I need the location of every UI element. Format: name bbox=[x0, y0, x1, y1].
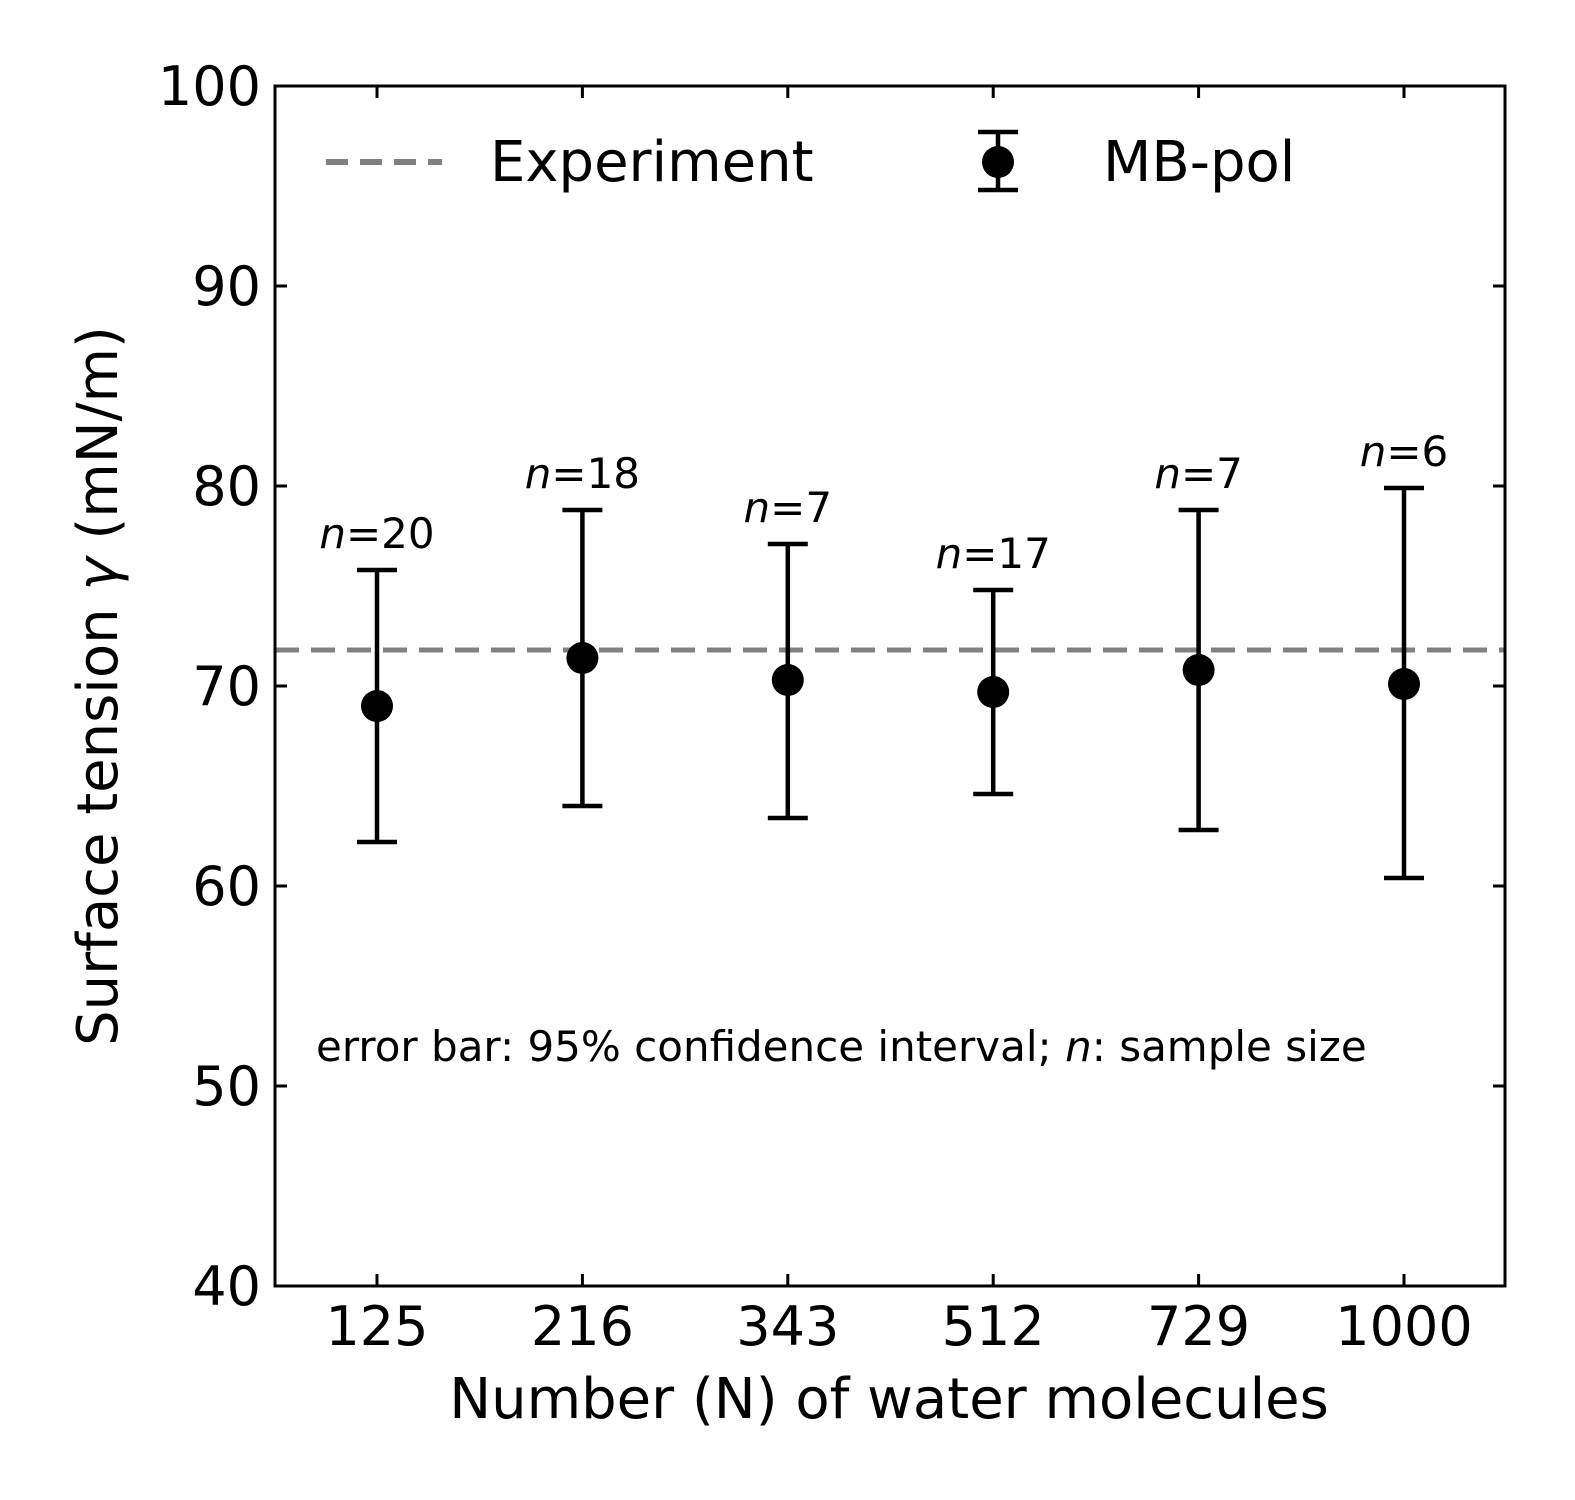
plot-frame bbox=[273, 84, 1507, 1288]
y-tick-label: 80 bbox=[192, 455, 261, 518]
annotation-var: n bbox=[1065, 1022, 1092, 1071]
sample-size-var: n bbox=[525, 449, 552, 498]
y-axis-label-prefix: Surface tension bbox=[66, 591, 131, 1046]
data-point bbox=[1388, 668, 1420, 700]
annotation-part2: : sample size bbox=[1092, 1022, 1367, 1071]
sample-size-var: n bbox=[319, 509, 346, 558]
data-point bbox=[771, 664, 804, 696]
sample-size-label: n=7 bbox=[744, 483, 833, 532]
sample-size-label: n=6 bbox=[1360, 427, 1449, 476]
y-tick-label: 90 bbox=[192, 255, 261, 318]
annotation-part1: error bar: 95% confidence interval; bbox=[316, 1022, 1065, 1071]
sample-size-value: =20 bbox=[346, 509, 435, 558]
legend-experiment-label: Experiment bbox=[490, 130, 814, 195]
sample-size-value: =7 bbox=[770, 483, 832, 532]
x-tick-label: 343 bbox=[736, 1295, 839, 1358]
sample-size-value: =7 bbox=[1181, 449, 1243, 498]
data-point bbox=[361, 690, 393, 722]
legend: Experiment MB-pol bbox=[326, 129, 1295, 195]
y-axis-label-symbol: γ bbox=[66, 555, 131, 591]
sample-size-var: n bbox=[1360, 427, 1387, 476]
x-tick-label: 512 bbox=[942, 1295, 1045, 1358]
x-tick-label: 125 bbox=[325, 1295, 428, 1358]
series-group: n=20n=18n=7n=17n=7 n=6 bbox=[319, 427, 1449, 881]
sample-size-label: n=7 bbox=[1154, 449, 1243, 498]
data-point bbox=[1182, 654, 1215, 686]
y-tick-label: 40 bbox=[192, 1255, 261, 1318]
sample-size-label: n=20 bbox=[319, 509, 434, 558]
x-tick-label: 1000 bbox=[1335, 1295, 1472, 1358]
axes-group: 40 50 60 70 80 90 100 125 216 343 512 729 1000 bbox=[158, 55, 1507, 1358]
y-tick-label: 50 bbox=[192, 1055, 261, 1118]
y-tick-label: 70 bbox=[192, 655, 261, 718]
legend-mbpol-marker bbox=[982, 146, 1014, 178]
y-tick-label: 100 bbox=[158, 55, 261, 118]
sample-size-var: n bbox=[744, 483, 771, 532]
sample-size-var: n bbox=[936, 529, 963, 578]
x-tick-label: 729 bbox=[1147, 1295, 1250, 1358]
y-tick-label: 60 bbox=[192, 855, 261, 918]
x-axis-label: Number (N) of water molecules bbox=[449, 1367, 1329, 1432]
legend-mbpol-label: MB-pol bbox=[1103, 130, 1295, 195]
y-axis-label: Surface tension γ (mN/m) bbox=[66, 326, 131, 1046]
sample-size-value: =6 bbox=[1386, 427, 1448, 476]
data-point bbox=[977, 676, 1010, 708]
sample-size-label: n=17 bbox=[936, 529, 1051, 578]
sample-size-label: n=18 bbox=[525, 449, 640, 498]
y-axis-label-suffix: (mN/m) bbox=[66, 326, 131, 557]
sample-size-value: =18 bbox=[551, 449, 640, 498]
sample-size-var: n bbox=[1154, 449, 1181, 498]
x-tick-label: 216 bbox=[531, 1295, 634, 1358]
sample-size-value: =17 bbox=[962, 529, 1051, 578]
annotation-note: error bar: 95% confidence interval; n: s… bbox=[316, 1022, 1367, 1071]
data-point bbox=[566, 642, 599, 674]
